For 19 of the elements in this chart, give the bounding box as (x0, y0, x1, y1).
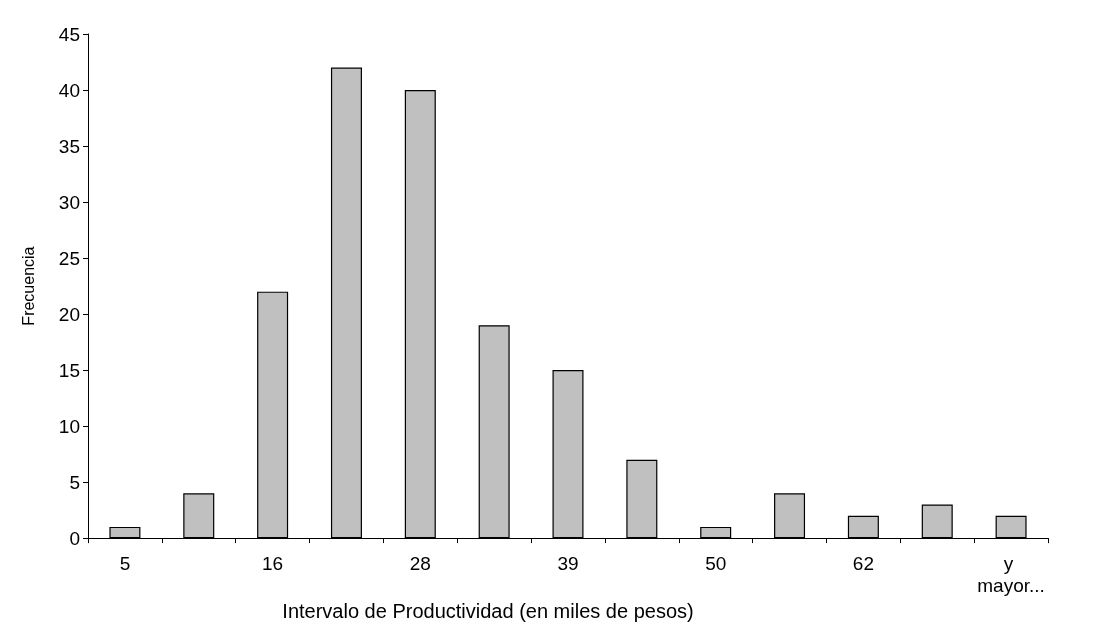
y-tick-label: 35 (58, 135, 80, 157)
y-tick-label: 30 (58, 191, 80, 213)
y-tick-label: 25 (58, 247, 80, 269)
x-tick-label: 50 (705, 552, 727, 574)
x-tick-label: 5 (119, 552, 131, 574)
y-axis-title: Frecuencia (19, 246, 37, 326)
x-tick-label: 16 (262, 552, 284, 574)
x-tick-label: y mayor... (977, 552, 1045, 596)
y-tick-label: 45 (58, 23, 80, 45)
x-tick-label: 62 (852, 552, 874, 574)
y-tick-label: 15 (58, 359, 80, 381)
x-axis-title: Intervalo de Productividad (en miles de pesos) (282, 600, 694, 622)
x-tick-label: 28 (409, 552, 431, 574)
y-tick-label: 0 (69, 527, 80, 549)
y-tick-label: 40 (58, 79, 80, 101)
y-tick-label: 5 (69, 471, 80, 493)
y-tick-label: 10 (58, 415, 80, 437)
x-tick-label: 39 (557, 552, 579, 574)
y-tick-label: 20 (58, 303, 80, 325)
